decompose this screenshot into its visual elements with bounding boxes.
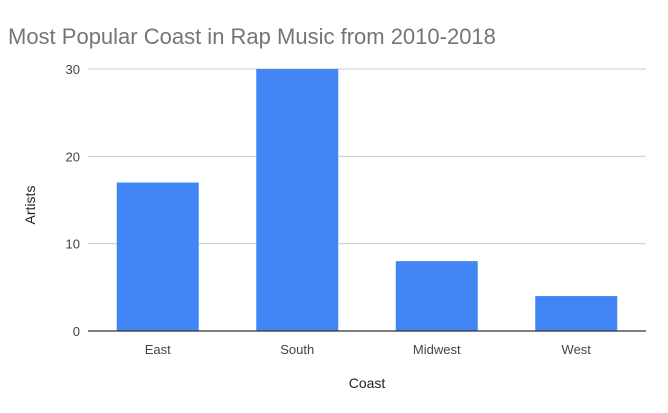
y-tick-label: 0 — [73, 324, 80, 339]
y-tick-labels: 0 10 20 30 — [66, 62, 80, 339]
bar-south — [256, 69, 339, 331]
chart-title: Most Popular Coast in Rap Music from 201… — [8, 24, 496, 49]
bar-east — [116, 182, 199, 331]
x-tick-label: Midwest — [413, 342, 461, 357]
y-axis-label: Artists — [22, 186, 38, 225]
y-tick-label: 20 — [66, 149, 80, 164]
y-tick-label: 10 — [66, 237, 80, 252]
bars — [116, 69, 618, 331]
x-axis-label: Coast — [349, 375, 386, 391]
bar-west — [535, 296, 618, 331]
x-tick-label: East — [145, 342, 171, 357]
x-tick-labels: East South Midwest West — [145, 342, 592, 357]
x-tick-label: West — [562, 342, 592, 357]
x-tick-label: South — [280, 342, 314, 357]
bar-midwest — [395, 261, 478, 331]
y-tick-label: 30 — [66, 62, 80, 77]
